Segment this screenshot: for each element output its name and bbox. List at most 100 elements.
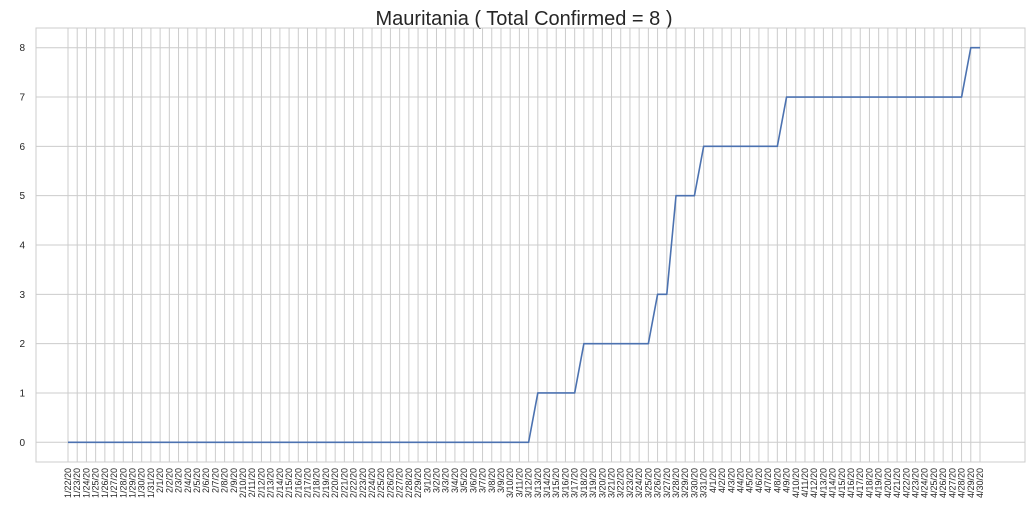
data-point (648, 343, 650, 345)
x-tick-label: 4/3/20 (726, 468, 736, 493)
x-tick-label: 4/18/20 (864, 468, 874, 498)
x-tick-label: 4/19/20 (874, 468, 884, 498)
x-tick-label: 2/4/20 (183, 468, 193, 493)
x-tick-label: 1/28/20 (118, 468, 128, 498)
data-point (528, 441, 530, 443)
x-tick-label: 2/8/20 (220, 468, 230, 493)
data-point (694, 195, 696, 197)
x-tick-label: 4/28/20 (957, 468, 967, 498)
data-point (915, 96, 917, 98)
x-tick-label: 1/22/20 (63, 468, 73, 498)
x-tick-label: 4/14/20 (828, 468, 838, 498)
data-point (749, 146, 751, 148)
data-point (555, 392, 557, 394)
data-point (795, 96, 797, 98)
x-tick-label: 3/24/20 (634, 468, 644, 498)
data-point (574, 392, 576, 394)
data-point (86, 441, 88, 443)
data-point (279, 441, 281, 443)
x-tick-label: 2/28/20 (404, 468, 414, 498)
data-point (952, 96, 954, 98)
data-point (390, 441, 392, 443)
x-tick-label: 4/10/20 (791, 468, 801, 498)
data-point (509, 441, 511, 443)
x-tick-label: 3/14/20 (542, 468, 552, 498)
data-point (426, 441, 428, 443)
data-point (445, 441, 447, 443)
data-point (786, 96, 788, 98)
data-point (436, 441, 438, 443)
x-tick-label: 2/17/20 (303, 468, 313, 498)
x-tick-label: 4/30/20 (975, 468, 985, 498)
x-tick-label: 1/31/20 (146, 468, 156, 498)
data-point (850, 96, 852, 98)
data-point (215, 441, 217, 443)
x-tick-label: 3/8/20 (487, 468, 497, 493)
series-line (68, 46, 980, 444)
data-point (473, 441, 475, 443)
x-tick-label: 1/26/20 (100, 468, 110, 498)
x-tick-label: 3/2/20 (431, 468, 441, 493)
data-point (804, 96, 806, 98)
y-tick-label: 5 (19, 191, 25, 202)
x-tick-label: 4/2/20 (717, 468, 727, 493)
data-point (657, 294, 659, 296)
data-point (132, 441, 134, 443)
data-point (205, 441, 207, 443)
x-tick-label: 1/29/20 (127, 468, 137, 498)
y-tick-label: 3 (19, 290, 25, 301)
data-point (159, 441, 161, 443)
y-tick-label: 6 (19, 142, 25, 153)
x-tick-label: 4/29/20 (966, 468, 976, 498)
x-tick-label: 2/14/20 (275, 468, 285, 498)
data-point (399, 441, 401, 443)
plot-frame (35, 27, 1026, 463)
data-point (675, 195, 677, 197)
data-point (95, 441, 97, 443)
data-point (251, 441, 253, 443)
data-point (933, 96, 935, 98)
x-tick-label: 3/27/20 (662, 468, 672, 498)
y-gridlines (36, 47, 1025, 443)
x-tick-label: 1/23/20 (72, 468, 82, 498)
x-tick-label: 3/3/20 (441, 468, 451, 493)
x-tick-label: 3/9/20 (496, 468, 506, 493)
x-tick-label: 4/6/20 (754, 468, 764, 493)
x-tick-label: 2/2/20 (164, 468, 174, 493)
data-point (841, 96, 843, 98)
x-tick-label: 3/26/20 (653, 468, 663, 498)
x-tick-label: 2/23/20 (358, 468, 368, 498)
x-tick-label: 4/12/20 (809, 468, 819, 498)
x-tick-label: 2/9/20 (229, 468, 239, 493)
x-tick-label: 4/21/20 (892, 468, 902, 498)
data-point (767, 146, 769, 148)
x-tick-label: 3/12/20 (524, 468, 534, 498)
data-point (104, 441, 106, 443)
x-tick-label: 2/19/20 (321, 468, 331, 498)
x-tick-label: 2/3/20 (174, 468, 184, 493)
data-point (777, 146, 779, 148)
x-tick-label: 3/5/20 (459, 468, 469, 493)
y-tick-label: 1 (19, 388, 25, 399)
data-point (344, 441, 346, 443)
data-point (113, 441, 115, 443)
x-tick-label: 2/6/20 (201, 468, 211, 493)
x-tick-label: 3/19/20 (588, 468, 598, 498)
x-tick-label: 4/24/20 (920, 468, 930, 498)
data-point (906, 96, 908, 98)
data-point (141, 441, 143, 443)
data-point (942, 96, 944, 98)
data-point (684, 195, 686, 197)
data-point (261, 441, 263, 443)
x-tick-label: 3/30/20 (689, 468, 699, 498)
x-tick-label: 3/11/20 (514, 468, 524, 497)
data-point (629, 343, 631, 345)
series-layer (68, 46, 980, 444)
x-tick-label: 1/24/20 (81, 468, 91, 498)
data-point (316, 441, 318, 443)
data-point (482, 441, 484, 443)
data-point (270, 441, 272, 443)
x-tick-label: 1/25/20 (91, 468, 101, 498)
x-tick-label: 2/11/20 (247, 468, 257, 497)
x-tick-label: 4/4/20 (735, 468, 745, 493)
